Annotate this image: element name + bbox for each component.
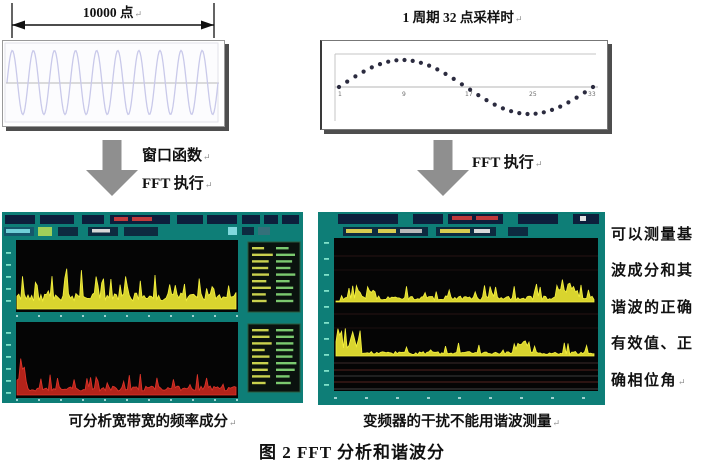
caption-right: 变频器的干扰不能用谐波测量↵	[318, 410, 605, 431]
dimension-label: 10000 点↵	[2, 1, 223, 21]
return-mark-icon: ↵	[552, 418, 561, 428]
return-mark-icon: ↵	[134, 9, 143, 19]
tick-label: 25	[529, 91, 537, 98]
return-mark-icon: ↵	[228, 418, 237, 428]
graticule-lines	[334, 255, 598, 390]
side-note: 可以测量基 波成分和其 谐波的正确 有效值、正 确相位角↵	[611, 217, 704, 400]
down-arrow-icon	[86, 140, 138, 196]
side-note-line: 波成分和其	[611, 263, 694, 280]
return-mark-icon: ↵	[203, 152, 211, 162]
flow-left-line1-text: 窗口函数	[142, 148, 203, 164]
return-mark-icon: ↵	[678, 376, 688, 387]
down-arrow-icon	[417, 140, 469, 196]
dimension-label-text: 10000 点	[82, 5, 134, 20]
flow-right-label: FFT 执行↵	[472, 150, 542, 178]
flow-right-label-text: FFT 执行	[472, 155, 534, 171]
flow-left-line2-text: FFT 执行	[142, 176, 204, 192]
flow-left-line1: 窗口函数↵	[142, 143, 212, 171]
side-note-line: 有效值、正	[611, 336, 694, 353]
flow-left-line2: FFT 执行↵	[142, 171, 212, 199]
side-note-line-text: 确相位角	[611, 372, 678, 389]
readout-rows-bottom	[252, 329, 297, 385]
yellow-spectrum-trace	[16, 268, 237, 310]
red-spectrum-trace	[16, 358, 237, 396]
readout-rows-top	[252, 247, 296, 303]
tick-label: 9	[402, 91, 406, 98]
caption-right-text: 变频器的干扰不能用谐波测量	[362, 414, 552, 430]
scale-ticks	[324, 242, 329, 386]
sample-title: 1 周期 32 点采样时↵	[320, 6, 605, 26]
bottom-plot-area	[16, 322, 238, 398]
sample-box: 1 9 17 25 33	[320, 40, 608, 130]
x-axis-ticks: 1 9 17 25 33	[338, 91, 596, 98]
readout-panel-bottom	[247, 323, 301, 393]
return-mark-icon: ↵	[534, 159, 543, 169]
dimension-arrow	[11, 3, 215, 38]
return-mark-icon: ↵	[204, 180, 213, 190]
sample-points	[336, 57, 596, 117]
caption-left: 可分析宽带宽的频率成分↵	[2, 410, 303, 431]
side-note-line: 确相位角↵	[611, 363, 704, 400]
sampled-sine-plot: 1 9 17 25 33	[334, 53, 598, 121]
scope-header	[4, 215, 299, 236]
tick-label: 33	[588, 91, 596, 98]
scope-header	[338, 214, 599, 236]
lower-harmonic-trace	[335, 328, 595, 357]
flow-left-label: 窗口函数↵ FFT 执行↵	[142, 143, 212, 199]
side-note-line: 谐波的正确	[611, 299, 694, 316]
oscilloscope-screenshot-harmonics	[318, 212, 605, 405]
sine-waveform	[4, 42, 219, 123]
sample-title-text: 1 周期 32 点采样时	[402, 10, 514, 25]
caption-left-text: 可分析宽带宽的频率成分	[68, 414, 228, 430]
side-note-line: 可以测量基	[611, 227, 694, 243]
tick-label: 1	[338, 91, 342, 98]
oscilloscope-screenshot-wideband	[2, 212, 303, 403]
figure-caption: 图 2 FFT 分析和谐波分	[258, 443, 446, 462]
waveform-box	[2, 40, 225, 127]
upper-harmonic-trace	[335, 279, 595, 303]
tick-label: 17	[465, 91, 473, 98]
scale-ticks	[6, 252, 11, 394]
return-mark-icon: ↵	[514, 14, 523, 24]
